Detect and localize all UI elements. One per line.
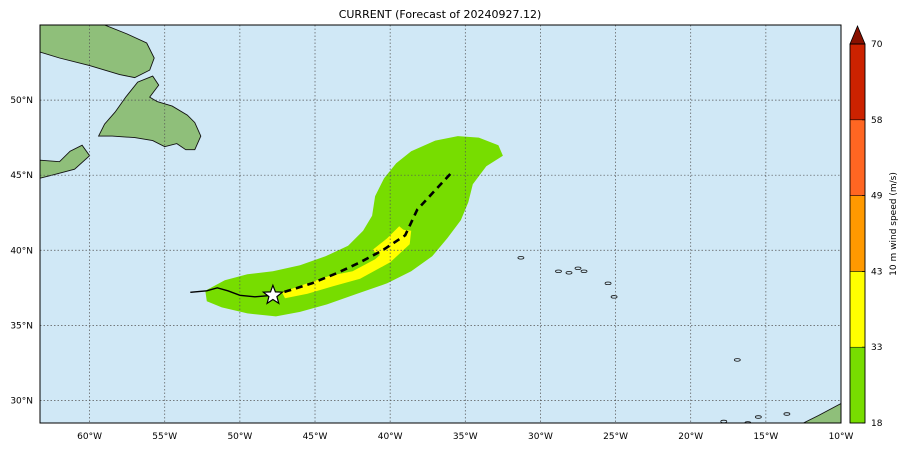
colorbar-segment bbox=[849, 346, 866, 424]
land-europe-top bbox=[840, 40, 841, 68]
island bbox=[783, 412, 791, 416]
wind-swath-33-43 bbox=[282, 229, 412, 299]
colorbar-frame bbox=[849, 43, 866, 424]
colorbar-tick-label: 43 bbox=[871, 267, 882, 277]
past-track-line bbox=[190, 287, 273, 298]
lon-tick-label: 20°W bbox=[678, 432, 703, 442]
map-title: CURRENT (Forecast of 20240927.12) bbox=[339, 8, 542, 21]
colorbar-segment bbox=[849, 195, 866, 272]
island bbox=[555, 269, 562, 274]
wind-swath-33-43-core bbox=[372, 226, 409, 257]
lat-tick-label: 45°N bbox=[10, 171, 33, 181]
land-iberia bbox=[803, 402, 841, 423]
lon-tick-label: 40°W bbox=[378, 432, 403, 442]
lat-tick-label: 50°N bbox=[10, 96, 33, 106]
colorbar-segment bbox=[849, 119, 866, 196]
colorbar-tick-label: 33 bbox=[871, 343, 882, 353]
colorbar-tick-label: 58 bbox=[871, 116, 883, 126]
island bbox=[733, 358, 741, 362]
lon-tick-label: 35°W bbox=[453, 432, 478, 442]
wind-swath bbox=[205, 136, 503, 317]
colorbar-tick-label: 70 bbox=[871, 40, 883, 50]
island bbox=[610, 295, 618, 299]
island bbox=[604, 281, 612, 286]
lon-tick-label: 10°W bbox=[829, 432, 854, 442]
land-labrador bbox=[40, 25, 155, 79]
lon-tick-label: 30°W bbox=[528, 432, 553, 442]
lat-tick-label: 30°N bbox=[10, 396, 33, 406]
storm-track bbox=[190, 169, 455, 305]
wind-swath-18-33 bbox=[205, 136, 503, 317]
colorbar-tick-label: 49 bbox=[871, 192, 883, 202]
lon-tick-label: 45°W bbox=[303, 432, 328, 442]
land-europe-top2 bbox=[840, 84, 841, 96]
island bbox=[565, 271, 573, 275]
colorbar-label: 10 m wind speed (m/s) bbox=[889, 172, 899, 276]
map-frame bbox=[39, 24, 842, 424]
colorbar-tick-label: 18 bbox=[871, 419, 883, 429]
forecast-track-line bbox=[272, 169, 455, 297]
land-newfoundland bbox=[97, 75, 202, 151]
gridlines bbox=[40, 25, 841, 423]
lon-tick-label: 50°W bbox=[227, 432, 252, 442]
latitude-ticks: 50°N 45°N 40°N 35°N 30°N bbox=[10, 96, 33, 406]
current-position-star-icon bbox=[261, 283, 285, 305]
land-layer bbox=[40, 25, 841, 423]
island bbox=[754, 415, 762, 419]
islands-layer bbox=[517, 256, 791, 423]
island bbox=[574, 266, 582, 271]
lon-tick-label: 15°W bbox=[753, 432, 778, 442]
lat-tick-label: 35°N bbox=[10, 321, 33, 331]
island bbox=[720, 419, 728, 423]
lon-tick-label: 60°W bbox=[77, 432, 102, 442]
longitude-ticks: 60°W 55°W 50°W 45°W 40°W 35°W 30°W 25°W 20°W 15°W… bbox=[77, 432, 853, 442]
island bbox=[580, 269, 588, 274]
colorbar: 18 33 43 49 58 70 10 m wind speed (m/s) bbox=[849, 24, 899, 429]
lat-tick-label: 40°N bbox=[10, 246, 33, 256]
lon-tick-label: 55°W bbox=[152, 432, 177, 442]
colorbar-segment bbox=[849, 271, 866, 348]
colorbar-segment bbox=[849, 43, 866, 121]
lon-tick-label: 25°W bbox=[603, 432, 628, 442]
colorbar-extend-arrow bbox=[849, 24, 866, 45]
island bbox=[517, 256, 525, 260]
